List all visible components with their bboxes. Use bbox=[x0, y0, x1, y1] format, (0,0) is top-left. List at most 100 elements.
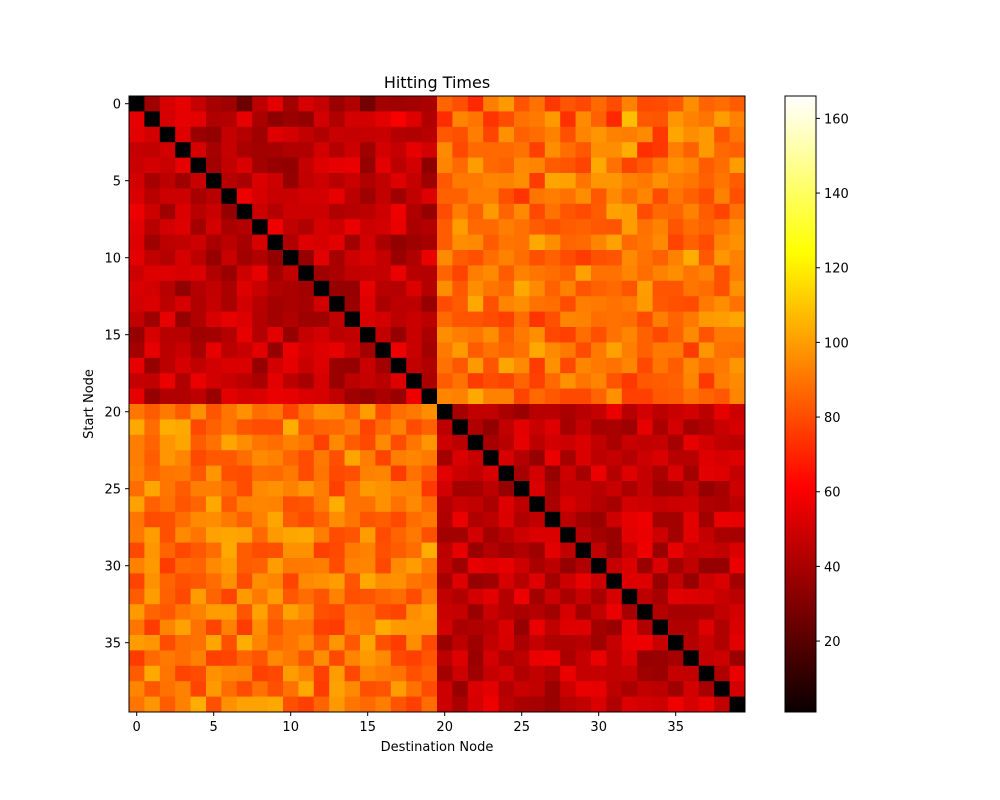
heatmap-cell bbox=[544, 665, 561, 682]
heatmap-cell bbox=[175, 327, 191, 343]
heatmap-cell bbox=[437, 496, 453, 513]
heatmap-cell bbox=[406, 173, 422, 189]
heatmap-cell bbox=[406, 373, 422, 389]
heatmap-cell bbox=[267, 234, 284, 251]
heatmap-cell bbox=[360, 188, 376, 205]
heatmap-cell bbox=[467, 311, 484, 328]
heatmap-cell bbox=[190, 419, 207, 436]
heatmap-cell bbox=[206, 388, 222, 405]
heatmap-cell bbox=[406, 280, 422, 297]
heatmap-cell bbox=[252, 604, 268, 620]
heatmap-cell bbox=[437, 650, 453, 667]
heatmap-cell bbox=[313, 219, 330, 235]
heatmap-cell bbox=[206, 203, 222, 220]
heatmap-cell bbox=[206, 96, 222, 112]
heatmap-cell bbox=[652, 650, 669, 667]
heatmap-cell bbox=[544, 142, 561, 158]
heatmap-cell bbox=[529, 219, 546, 235]
heatmap-cell bbox=[637, 280, 653, 297]
heatmap-cell bbox=[190, 111, 207, 128]
heatmap-cell bbox=[329, 250, 345, 266]
heatmap-cell bbox=[437, 142, 453, 158]
heatmap-cell bbox=[606, 450, 623, 466]
heatmap-cell bbox=[252, 511, 268, 528]
heatmap-cell bbox=[498, 619, 515, 636]
heatmap-cell bbox=[683, 280, 700, 297]
heatmap-cell bbox=[621, 573, 638, 590]
heatmap-cell bbox=[514, 342, 530, 359]
heatmap-cell bbox=[329, 234, 345, 251]
heatmap-cell bbox=[236, 650, 253, 667]
heatmap-cell bbox=[591, 696, 607, 713]
heatmap-cell bbox=[714, 419, 730, 436]
heatmap-cell bbox=[575, 404, 592, 420]
heatmap-cell bbox=[129, 250, 145, 266]
heatmap-cell bbox=[637, 96, 653, 112]
heatmap-cell bbox=[129, 573, 145, 590]
heatmap-cell bbox=[406, 219, 422, 235]
heatmap-cell bbox=[668, 111, 684, 128]
heatmap-cell bbox=[621, 96, 638, 112]
heatmap-cell bbox=[498, 542, 515, 559]
heatmap-cell bbox=[637, 635, 653, 651]
heatmap-cell bbox=[668, 157, 684, 174]
heatmap-cell bbox=[467, 450, 484, 466]
heatmap-cell bbox=[621, 665, 638, 682]
heatmap-cell bbox=[437, 157, 453, 174]
heatmap-cell bbox=[621, 157, 638, 174]
heatmap-cell bbox=[483, 542, 499, 559]
heatmap-cell bbox=[637, 665, 653, 682]
heatmap-cell bbox=[283, 465, 299, 482]
heatmap-cell bbox=[560, 173, 576, 189]
heatmap-cell bbox=[129, 450, 145, 466]
heatmap-cell bbox=[221, 558, 238, 574]
y-tick-label: 10 bbox=[104, 252, 121, 267]
heatmap-cell bbox=[406, 619, 422, 636]
heatmap-cell bbox=[159, 173, 176, 189]
heatmap-cell bbox=[544, 157, 561, 174]
heatmap-cell bbox=[560, 357, 576, 374]
heatmap-cell bbox=[175, 203, 191, 220]
heatmap-cell bbox=[344, 357, 361, 374]
heatmap-cell bbox=[668, 173, 684, 189]
heatmap-cell bbox=[560, 373, 576, 389]
heatmap-cell bbox=[698, 142, 715, 158]
heatmap-cell bbox=[329, 188, 345, 205]
heatmap-cell bbox=[344, 388, 361, 405]
heatmap-cell bbox=[668, 357, 684, 374]
heatmap-cell bbox=[529, 280, 546, 297]
heatmap-cell bbox=[221, 604, 238, 620]
heatmap-cell bbox=[144, 604, 161, 620]
heatmap-cell bbox=[175, 434, 191, 451]
heatmap-cell bbox=[375, 188, 392, 205]
heatmap-cell bbox=[360, 250, 376, 266]
heatmap-cell bbox=[390, 558, 407, 574]
heatmap-cell bbox=[698, 558, 715, 574]
heatmap-cell bbox=[421, 173, 438, 189]
heatmap-cell bbox=[190, 635, 207, 651]
heatmap-cell bbox=[252, 219, 268, 235]
heatmap-cell bbox=[544, 265, 561, 282]
heatmap-cell bbox=[190, 96, 207, 112]
heatmap-cell bbox=[190, 265, 207, 282]
heatmap-cell bbox=[375, 404, 392, 420]
heatmap-cell bbox=[236, 342, 253, 359]
heatmap-cell bbox=[514, 511, 530, 528]
heatmap-cell bbox=[190, 388, 207, 405]
heatmap-cell bbox=[298, 173, 315, 189]
heatmap-cell bbox=[698, 157, 715, 174]
heatmap-cell bbox=[529, 619, 546, 636]
heatmap-cell bbox=[360, 327, 376, 343]
heatmap-cell bbox=[560, 635, 576, 651]
heatmap-cell bbox=[683, 157, 700, 174]
heatmap-cell bbox=[544, 542, 561, 559]
heatmap-cell bbox=[698, 96, 715, 112]
heatmap-cell bbox=[267, 635, 284, 651]
heatmap-cell bbox=[529, 635, 546, 651]
heatmap-cell bbox=[621, 481, 638, 497]
heatmap-cell bbox=[621, 203, 638, 220]
heatmap-cell bbox=[652, 465, 669, 482]
heatmap-cell bbox=[406, 696, 422, 713]
heatmap-cell bbox=[606, 635, 623, 651]
heatmap-cell bbox=[437, 203, 453, 220]
